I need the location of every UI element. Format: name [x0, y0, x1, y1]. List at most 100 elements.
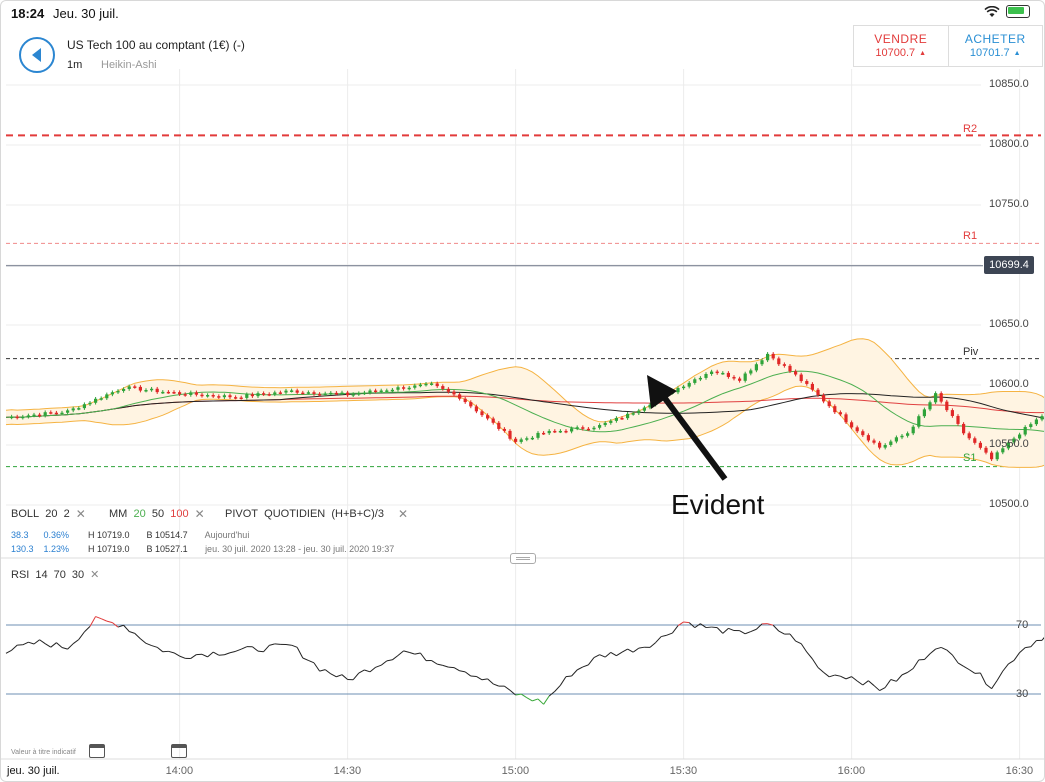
rsi-line-segment [851, 676, 858, 682]
candle [430, 383, 434, 385]
rsi-line-segment [666, 632, 673, 636]
candle [581, 427, 585, 429]
candle [452, 391, 456, 395]
rsi-line-segment [112, 622, 119, 628]
candle [346, 392, 350, 396]
back-button[interactable] [19, 37, 55, 73]
current-date-label: jeu. 30 juil. [7, 765, 60, 777]
mm-p1: 20 [133, 508, 146, 520]
rsi-line-segment [212, 651, 220, 656]
buy-button[interactable]: ACHETER 10701.7 ▲ [947, 26, 1043, 66]
rsi-line-segment [526, 697, 533, 702]
rsi-line-segment [599, 654, 606, 658]
rsi-line-segment [134, 633, 141, 640]
rsi-line-segment [95, 616, 102, 620]
status-bar: 18:24 Jeu. 30 juil. [1, 1, 1044, 23]
rsi-line-segment [767, 623, 774, 626]
stat-high: H 10719.0 [88, 530, 130, 540]
rsi-line-segment [28, 641, 35, 645]
wifi-icon [984, 5, 1000, 17]
rsi-line-segment [229, 650, 236, 654]
calendar-icon[interactable] [171, 744, 187, 758]
candle [502, 428, 506, 431]
candle [771, 353, 775, 359]
boll-p1: 20 [45, 508, 58, 520]
candle [598, 425, 602, 428]
candle [1012, 438, 1016, 443]
close-pivot-icon[interactable]: ✕ [397, 507, 409, 521]
rsi-line-segment [946, 649, 953, 656]
rsi-line-segment [50, 642, 57, 648]
rsi-line-segment [845, 676, 852, 680]
candle [732, 376, 736, 379]
chart-type-selector[interactable]: Heikin-Ashi [101, 59, 157, 71]
rsi-line-segment [319, 669, 326, 672]
candle [217, 396, 221, 398]
mm-legend[interactable]: MM 20 50 100 ✕ [109, 507, 205, 521]
close-boll-icon[interactable]: ✕ [75, 507, 86, 521]
candle [514, 438, 518, 442]
candle [222, 395, 226, 398]
candle [82, 404, 86, 409]
interval-selector[interactable]: 1m [67, 59, 83, 71]
boll-legend[interactable]: BOLL 20 2 ✕ [11, 507, 86, 521]
candle [962, 423, 966, 434]
rsi-line-segment [201, 653, 208, 658]
candle [245, 394, 249, 398]
candle [161, 391, 165, 394]
pane-resize-handle[interactable] [510, 553, 536, 564]
rsi-line-segment [739, 630, 746, 635]
rsi-line-segment [240, 646, 248, 650]
rsi-line-segment [537, 698, 544, 705]
rsi-line-segment [649, 642, 656, 648]
rsi-line-segment [101, 618, 107, 622]
x-tick-label: 14:30 [333, 765, 362, 777]
candle [194, 392, 198, 395]
level-r1-label: R1 [963, 230, 978, 242]
rsi-line-segment [179, 655, 186, 659]
pivot-legend[interactable]: PIVOT QUOTIDIEN (H+B+C)/3 ✕ [225, 507, 408, 521]
candle [497, 422, 501, 429]
rsi-line-segment [123, 624, 130, 632]
candle [995, 452, 999, 460]
candle [1001, 448, 1005, 453]
candle [934, 393, 938, 403]
rsi-line-segment [224, 652, 231, 656]
calendar-icon[interactable] [89, 744, 105, 758]
stat-period: jeu. 30 juil. 2020 13:28 - jeu. 30 juil.… [205, 544, 395, 554]
rsi-line-segment [638, 646, 645, 649]
rsi-line-segment [414, 652, 421, 655]
candle [519, 439, 523, 442]
candle [458, 394, 462, 399]
mm-p3: 100 [170, 508, 189, 520]
candle [15, 416, 19, 419]
rsi-line-segment [778, 630, 785, 635]
rsi-line-segment [532, 698, 539, 702]
rsi-line-segment [890, 679, 897, 682]
current-price-tag: 10699.4 [984, 256, 1034, 274]
rsi-line-segment [369, 666, 376, 673]
rsi-line-segment [392, 655, 399, 661]
rsi-line-segment [800, 643, 808, 653]
y-tick-label: 10650.0 [989, 318, 1029, 330]
rsi-legend[interactable]: RSI 14 70 30 ✕ [11, 568, 100, 582]
sell-button[interactable]: VENDRE 10700.7 ▲ [854, 26, 948, 66]
rsi-line-segment [459, 670, 466, 673]
close-mm-icon[interactable]: ✕ [194, 507, 205, 521]
y-tick-label: 10600.0 [989, 378, 1029, 390]
rsi-line-segment [840, 675, 847, 680]
candle [631, 413, 635, 415]
candle [889, 441, 893, 445]
rsi-line-segment [571, 669, 578, 677]
candle [110, 392, 114, 395]
candle [189, 392, 193, 395]
close-rsi-icon[interactable]: ✕ [90, 569, 100, 581]
candle [872, 440, 876, 443]
candle [54, 412, 58, 415]
rsi-line-segment [716, 627, 724, 634]
candle [760, 360, 764, 365]
candle [687, 382, 691, 387]
candle [575, 427, 579, 429]
candle [340, 392, 344, 395]
